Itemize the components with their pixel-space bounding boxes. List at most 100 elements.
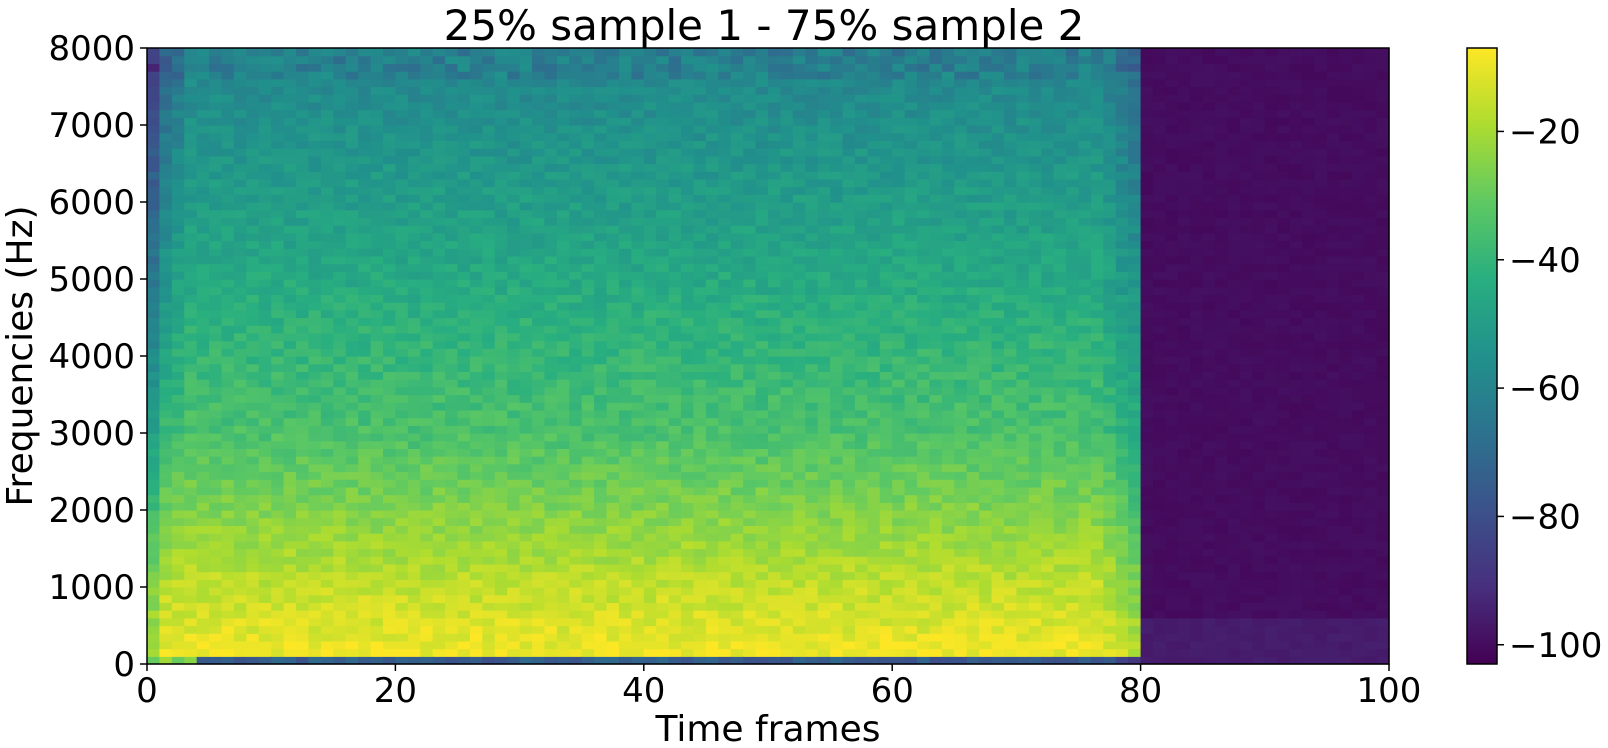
- heatmap-cell: [370, 486, 384, 496]
- heatmap-cell: [830, 63, 844, 72]
- heatmap-cell: [830, 409, 844, 419]
- heatmap-cell: [805, 379, 819, 388]
- heatmap-cell: [817, 602, 831, 611]
- heatmap-cell: [668, 625, 682, 634]
- heatmap-cell: [618, 409, 632, 419]
- heatmap-cell: [544, 356, 558, 365]
- heatmap-cell: [221, 86, 235, 95]
- heatmap-cell: [233, 178, 247, 188]
- heatmap-cell: [879, 325, 893, 334]
- heatmap-cell: [147, 194, 161, 203]
- heatmap-cell: [631, 279, 645, 288]
- heatmap-cell: [830, 633, 844, 642]
- heatmap-cell: [668, 332, 682, 342]
- heatmap-cell: [606, 571, 620, 580]
- heatmap-cell: [532, 386, 546, 396]
- heatmap-cell: [246, 217, 260, 226]
- heatmap-cell: [395, 610, 409, 619]
- heatmap-cell: [345, 232, 359, 242]
- heatmap-cell: [345, 55, 359, 64]
- heatmap-cell: [209, 340, 223, 349]
- heatmap-cell: [817, 317, 831, 326]
- heatmap-cell: [718, 433, 732, 442]
- heatmap-cell: [780, 140, 794, 149]
- heatmap-cell: [730, 433, 744, 442]
- heatmap-cell: [755, 240, 769, 249]
- heatmap-cell: [209, 563, 223, 573]
- heatmap-cell: [345, 294, 359, 303]
- heatmap-cell: [718, 117, 732, 126]
- heatmap-cell: [370, 494, 384, 503]
- heatmap-cell: [469, 55, 483, 64]
- heatmap-cell: [209, 510, 223, 519]
- heatmap-cell: [482, 55, 496, 64]
- heatmap-cell: [842, 617, 856, 627]
- heatmap-cell: [159, 517, 173, 526]
- heatmap-cell: [532, 163, 546, 172]
- heatmap-cell: [532, 540, 546, 550]
- heatmap-cell: [308, 317, 322, 326]
- heatmap-cell: [854, 178, 868, 188]
- heatmap-cell: [420, 132, 434, 141]
- heatmap-cell: [196, 479, 210, 488]
- heatmap-cell: [854, 594, 868, 603]
- heatmap-cell: [171, 402, 185, 411]
- heatmap-cell: [817, 155, 831, 165]
- heatmap-cell: [854, 255, 868, 265]
- heatmap-cell: [221, 186, 235, 195]
- heatmap-cell: [271, 271, 285, 280]
- heatmap-cell: [445, 540, 459, 550]
- heatmap-cell: [594, 363, 608, 372]
- heatmap-cell: [730, 55, 744, 64]
- heatmap-cell: [631, 587, 645, 596]
- heatmap-cell: [209, 186, 223, 195]
- heatmap-cell: [879, 186, 893, 195]
- heatmap-cell: [743, 186, 757, 195]
- heatmap-cell: [656, 163, 670, 172]
- heatmap-cell: [879, 140, 893, 149]
- heatmap-cell: [892, 217, 906, 226]
- heatmap-cell: [519, 209, 533, 218]
- heatmap-cell: [755, 363, 769, 372]
- heatmap-cell: [892, 594, 906, 603]
- heatmap-cell: [705, 109, 719, 118]
- heatmap-cell: [631, 456, 645, 465]
- heatmap-cell: [171, 132, 185, 141]
- heatmap-cell: [606, 225, 620, 234]
- heatmap-cell: [457, 332, 471, 342]
- heatmap-cell: [867, 186, 881, 195]
- heatmap-cell: [519, 394, 533, 403]
- heatmap-cell: [209, 140, 223, 149]
- heatmap-cell: [196, 209, 210, 218]
- heatmap-cell: [556, 78, 570, 88]
- heatmap-cell: [358, 240, 372, 249]
- heatmap-cell: [345, 202, 359, 211]
- heatmap-cell: [283, 171, 297, 180]
- heatmap-cell: [494, 279, 508, 288]
- heatmap-cell: [507, 194, 521, 203]
- heatmap-cell: [196, 101, 210, 111]
- heatmap-cell: [594, 101, 608, 111]
- heatmap-cell: [395, 255, 409, 265]
- heatmap-cell: [780, 63, 794, 72]
- heatmap-cell: [904, 540, 918, 550]
- heatmap-cell: [643, 587, 657, 596]
- heatmap-cell: [842, 356, 856, 365]
- heatmap-cell: [743, 286, 757, 295]
- heatmap-cell: [544, 148, 558, 157]
- heatmap-cell: [482, 440, 496, 449]
- heatmap-cell: [221, 463, 235, 473]
- heatmap-cell: [892, 356, 906, 365]
- heatmap-cell: [395, 448, 409, 457]
- heatmap-cell: [730, 263, 744, 272]
- heatmap-cell: [631, 78, 645, 88]
- heatmap-cell: [159, 433, 173, 442]
- heatmap-cell: [830, 494, 844, 503]
- heatmap-cell: [743, 486, 757, 496]
- heatmap-cell: [817, 86, 831, 95]
- heatmap-cell: [879, 525, 893, 534]
- heatmap-cell: [743, 78, 757, 88]
- heatmap-cell: [345, 63, 359, 72]
- heatmap-cell: [544, 263, 558, 272]
- heatmap-cell: [233, 563, 247, 573]
